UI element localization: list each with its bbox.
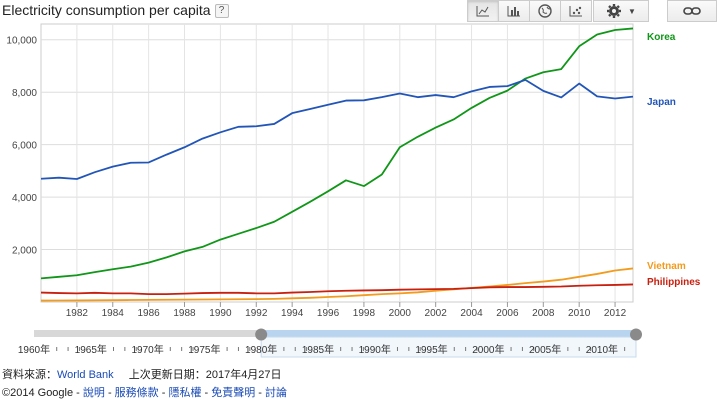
updated-label: 上次更新日期：2017年4月27日 (128, 369, 282, 381)
footer-link-privacy[interactable]: 隱私權 (168, 387, 202, 399)
settings-toolbar: ▼ (593, 0, 649, 22)
series-line-japan (40, 78, 634, 180)
series-line-philippines (40, 283, 634, 296)
timeline-label: 2000年 (472, 343, 504, 356)
footer-link-help[interactable]: 說明 (82, 387, 105, 399)
timeline-label: 1985年 (302, 343, 334, 356)
x-tick-label: 1998 (353, 308, 376, 319)
x-tick-label: 2002 (425, 308, 448, 319)
timeline-label: 1990年 (359, 343, 391, 356)
x-tick-label: 2008 (532, 308, 555, 319)
series-label-philippines: Philippines (647, 277, 701, 288)
gear-icon (607, 4, 622, 18)
chart-title: Electricity consumption per capita? (2, 2, 229, 19)
series-label-vietnam: Vietnam (647, 261, 686, 272)
series-line-vietnam (40, 267, 634, 302)
timeline-label: 1975年 (188, 343, 220, 356)
source-link[interactable]: World Bank (57, 369, 114, 381)
x-tick-label: 1990 (209, 308, 232, 319)
timeline-label: 1980年 (245, 343, 277, 356)
settings-button[interactable]: ▼ (593, 0, 649, 22)
scatter-chart-icon (569, 6, 582, 17)
copyright-line: ©2014 Google - 說明 - 服務條款 - 隱私權 - 免責聲明 - … (2, 387, 288, 399)
chevron-down-icon: ▼ (628, 6, 636, 16)
x-tick-label: 2000 (389, 308, 412, 319)
x-tick-label: 1984 (102, 308, 125, 319)
x-tick-label: 2004 (460, 308, 483, 319)
chart-type-toolbar (467, 0, 592, 22)
timeline-label: 1960年 (18, 343, 50, 356)
series-label-korea: Korea (647, 32, 676, 43)
bar-chart-button[interactable] (499, 0, 530, 22)
x-tick-label: 2010 (568, 308, 591, 319)
map-button[interactable] (530, 0, 561, 22)
timeline-label: 1995年 (415, 343, 447, 356)
y-tick-label: 6,000 (12, 141, 37, 152)
x-tick-label: 1996 (317, 308, 340, 319)
x-tick-label: 1982 (66, 308, 89, 319)
timeline-handle-start[interactable] (255, 328, 268, 341)
timeline-range-window (260, 336, 637, 358)
source-label: 資料來源： (2, 369, 57, 381)
link-icon (683, 7, 701, 15)
series-label-japan: Japan (647, 97, 676, 108)
series-line-korea (40, 27, 634, 280)
footer-link-disclaimer[interactable]: 免責聲明 (211, 387, 256, 399)
footer-link-terms[interactable]: 服務條款 (114, 387, 159, 399)
timeline-label: 1965年 (75, 343, 107, 356)
timeline-label: 2010年 (586, 343, 618, 356)
link-button[interactable] (667, 0, 717, 22)
help-button[interactable]: ? (214, 4, 229, 19)
chart-title-text: Electricity consumption per capita (2, 2, 211, 18)
footer-link-discuss[interactable]: 討論 (265, 387, 288, 399)
x-tick-label: 2012 (604, 308, 627, 319)
y-tick-label: 8,000 (12, 88, 37, 99)
timeline-label: 2005年 (529, 343, 561, 356)
scatter-chart-button[interactable] (561, 0, 592, 22)
globe-icon (538, 4, 552, 18)
y-tick-label: 10,000 (6, 36, 37, 47)
x-tick-label: 2006 (496, 308, 519, 319)
y-tick-label: 2,000 (12, 246, 37, 257)
line-chart-button[interactable] (467, 0, 499, 22)
y-tick-label: 4,000 (12, 193, 37, 204)
source-line: 資料來源：World Bank 上次更新日期：2017年4月27日 (2, 366, 282, 382)
x-tick-label: 1988 (173, 308, 196, 319)
timeline-selected-range (261, 330, 636, 337)
x-tick-label: 1986 (138, 308, 161, 319)
copyright-text: ©2014 Google - (2, 387, 83, 399)
x-tick-label: 1994 (281, 308, 304, 319)
line-chart-icon (476, 6, 489, 17)
bar-chart-icon (507, 6, 520, 17)
x-tick-label: 1992 (245, 308, 268, 319)
plot-frame (40, 23, 634, 303)
link-toolbar (667, 0, 717, 22)
timeline-handle-end[interactable] (630, 328, 642, 341)
timeline-label: 1970年 (131, 343, 163, 356)
